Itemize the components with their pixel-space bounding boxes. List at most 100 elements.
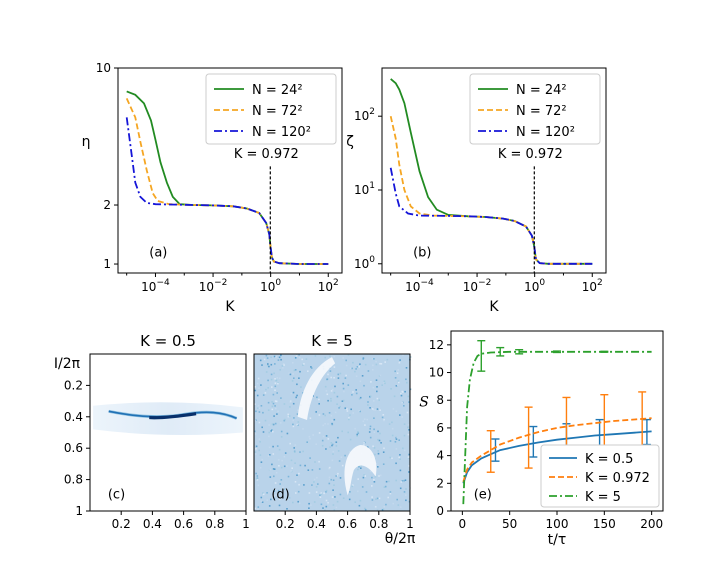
density-speck bbox=[400, 394, 403, 397]
density-speck bbox=[324, 385, 327, 388]
density-speck bbox=[339, 372, 342, 375]
density-speck bbox=[269, 454, 271, 456]
density-speck bbox=[270, 498, 272, 501]
density-speck bbox=[372, 386, 375, 389]
density-speck bbox=[254, 507, 257, 510]
density-speck bbox=[354, 427, 356, 430]
density-speck bbox=[270, 356, 272, 359]
density-speck bbox=[270, 363, 273, 366]
density-speck bbox=[274, 389, 276, 391]
density-speck bbox=[282, 367, 284, 369]
density-speck bbox=[360, 465, 362, 467]
density-speck bbox=[367, 401, 369, 403]
axes-frame bbox=[117, 67, 343, 274]
density-speck bbox=[325, 489, 328, 492]
density-speck bbox=[333, 418, 336, 421]
x-tick-label: 1 bbox=[242, 517, 250, 531]
density-speck bbox=[317, 483, 319, 485]
density-speck bbox=[405, 488, 407, 490]
density-speck bbox=[335, 475, 337, 477]
density-speck bbox=[308, 502, 310, 505]
density-speck bbox=[298, 502, 301, 505]
density-speck bbox=[379, 432, 381, 435]
density-speck bbox=[333, 355, 336, 358]
density-speck bbox=[281, 365, 284, 367]
density-speck bbox=[274, 363, 276, 365]
density-speck bbox=[278, 498, 281, 501]
density-speck bbox=[288, 415, 291, 417]
heatmap-background bbox=[254, 354, 410, 511]
density-speck bbox=[378, 407, 380, 410]
density-speck bbox=[268, 431, 270, 434]
density-speck bbox=[331, 423, 334, 426]
density-speck bbox=[342, 387, 345, 390]
density-speck bbox=[266, 499, 268, 501]
density-speck bbox=[294, 357, 297, 359]
density-speck bbox=[316, 396, 318, 399]
density-speck bbox=[366, 446, 369, 448]
density-speck bbox=[279, 483, 281, 485]
legend-label: N = 24² bbox=[516, 83, 567, 98]
density-speck bbox=[371, 476, 373, 479]
density-speck bbox=[267, 455, 270, 457]
density-speck bbox=[296, 474, 298, 476]
density-speck bbox=[325, 505, 328, 508]
density-speck bbox=[389, 491, 392, 493]
density-speck bbox=[274, 382, 277, 384]
density-speck bbox=[375, 363, 378, 366]
density-speck bbox=[375, 379, 378, 381]
density-speck bbox=[396, 372, 399, 374]
density-speck bbox=[259, 441, 261, 443]
density-speck bbox=[377, 430, 379, 433]
density-speck bbox=[363, 418, 366, 420]
panel-d: 0.2 0.4 0.6 0.8 1θ/2π K = 5 (d) bbox=[253, 332, 416, 547]
density-speck bbox=[296, 413, 299, 415]
density-speck bbox=[255, 453, 257, 455]
density-speck bbox=[257, 407, 259, 409]
density-speck bbox=[329, 446, 331, 448]
density-speck bbox=[363, 474, 365, 476]
density-speck bbox=[296, 394, 298, 397]
density-speck bbox=[315, 443, 317, 445]
density-speck bbox=[259, 467, 262, 469]
density-speck bbox=[337, 377, 340, 379]
density-speck bbox=[255, 477, 258, 480]
density-speck bbox=[328, 467, 330, 470]
density-speck bbox=[258, 438, 261, 440]
density-speck bbox=[344, 454, 346, 457]
density-speck bbox=[325, 491, 327, 493]
density-speck bbox=[398, 456, 400, 459]
density-speck bbox=[335, 441, 338, 443]
density-speck bbox=[355, 392, 358, 395]
legend-box bbox=[205, 73, 337, 145]
density-speck bbox=[358, 504, 361, 507]
density-speck bbox=[383, 419, 385, 422]
density-speck bbox=[271, 405, 274, 408]
density-speck bbox=[294, 444, 297, 446]
density-speck bbox=[331, 496, 334, 498]
density-speck bbox=[254, 389, 257, 392]
density-speck bbox=[349, 367, 352, 369]
density-speck bbox=[401, 480, 404, 482]
density-speck bbox=[408, 401, 410, 403]
density-speck bbox=[293, 377, 295, 379]
density-speck bbox=[354, 370, 356, 373]
x-tick-label: 50 bbox=[502, 517, 517, 531]
density-speck bbox=[340, 456, 343, 458]
density-speck bbox=[257, 404, 260, 407]
density-speck bbox=[268, 435, 270, 438]
density-speck bbox=[289, 401, 292, 403]
density-speck bbox=[308, 492, 311, 494]
density-speck bbox=[328, 478, 331, 481]
density-speck bbox=[409, 356, 412, 358]
density-speck bbox=[330, 478, 332, 481]
density-speck bbox=[267, 409, 270, 411]
density-speck bbox=[349, 438, 352, 441]
density-speck bbox=[256, 394, 259, 397]
density-speck bbox=[274, 422, 277, 425]
density-speck bbox=[273, 497, 276, 500]
density-speck bbox=[269, 491, 272, 493]
density-speck bbox=[255, 410, 257, 413]
density-speck bbox=[373, 400, 375, 402]
density-speck bbox=[277, 410, 279, 413]
